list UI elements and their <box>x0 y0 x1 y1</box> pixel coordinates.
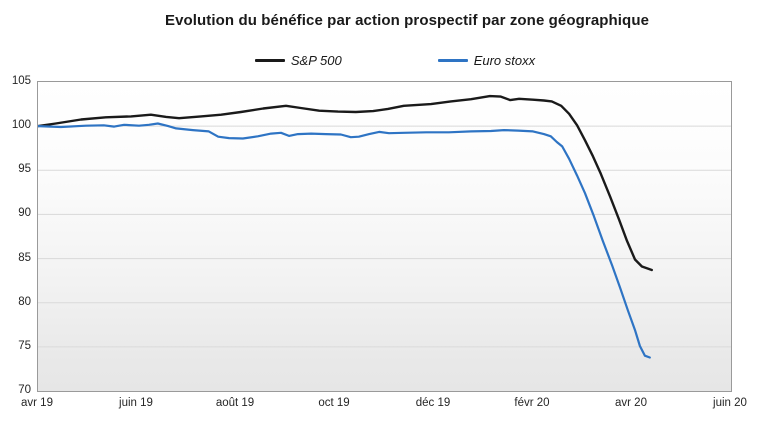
plot-area <box>37 81 732 392</box>
x-tick-label-avr-19: avr 19 <box>21 397 53 409</box>
x-tick-label-avr-20: avr 20 <box>615 397 647 409</box>
legend: S&P 500 Euro stoxx <box>30 53 760 68</box>
legend-item-euro-stoxx: Euro stoxx <box>437 53 536 68</box>
y-tick-label-70: 70 <box>18 384 31 396</box>
legend-line-swatch <box>437 59 468 62</box>
x-tick-label-d-c-19: déc 19 <box>415 397 451 409</box>
chart-title: Evolution du bénéfice par action prospec… <box>164 12 650 29</box>
x-tick-label-juin-19: juin 19 <box>119 397 153 409</box>
plot-svg <box>38 94 731 359</box>
x-tick-label-ao-t-19: août 19 <box>215 397 255 409</box>
legend-label: Euro stoxx <box>473 53 536 68</box>
legend-label: S&P 500 <box>290 53 342 68</box>
y-tick-label-100: 100 <box>11 119 31 132</box>
series-line-s-p-500 <box>38 94 653 272</box>
y-tick-label-80: 80 <box>18 295 31 308</box>
y-tick-label-105: 105 <box>11 75 31 87</box>
x-tick-label-f-vr-20: févr 20 <box>514 397 550 409</box>
legend-item-s-p-500: S&P 500 <box>254 53 342 68</box>
y-tick-label-85: 85 <box>18 251 31 264</box>
y-tick-label-90: 90 <box>18 207 31 220</box>
legend-line-swatch <box>254 59 285 62</box>
x-tick-label-oct-19: oct 19 <box>318 397 350 409</box>
series-line-euro-stoxx <box>38 122 651 359</box>
y-tick-label-75: 75 <box>18 339 31 352</box>
y-tick-label-95: 95 <box>18 163 31 176</box>
x-tick-label-juin-20: juin 20 <box>713 397 747 409</box>
